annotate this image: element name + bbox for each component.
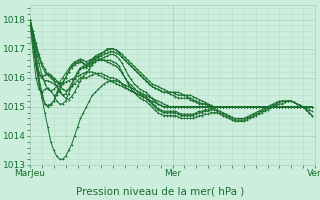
Text: Pression niveau de la mer( hPa ): Pression niveau de la mer( hPa ) bbox=[76, 186, 244, 196]
